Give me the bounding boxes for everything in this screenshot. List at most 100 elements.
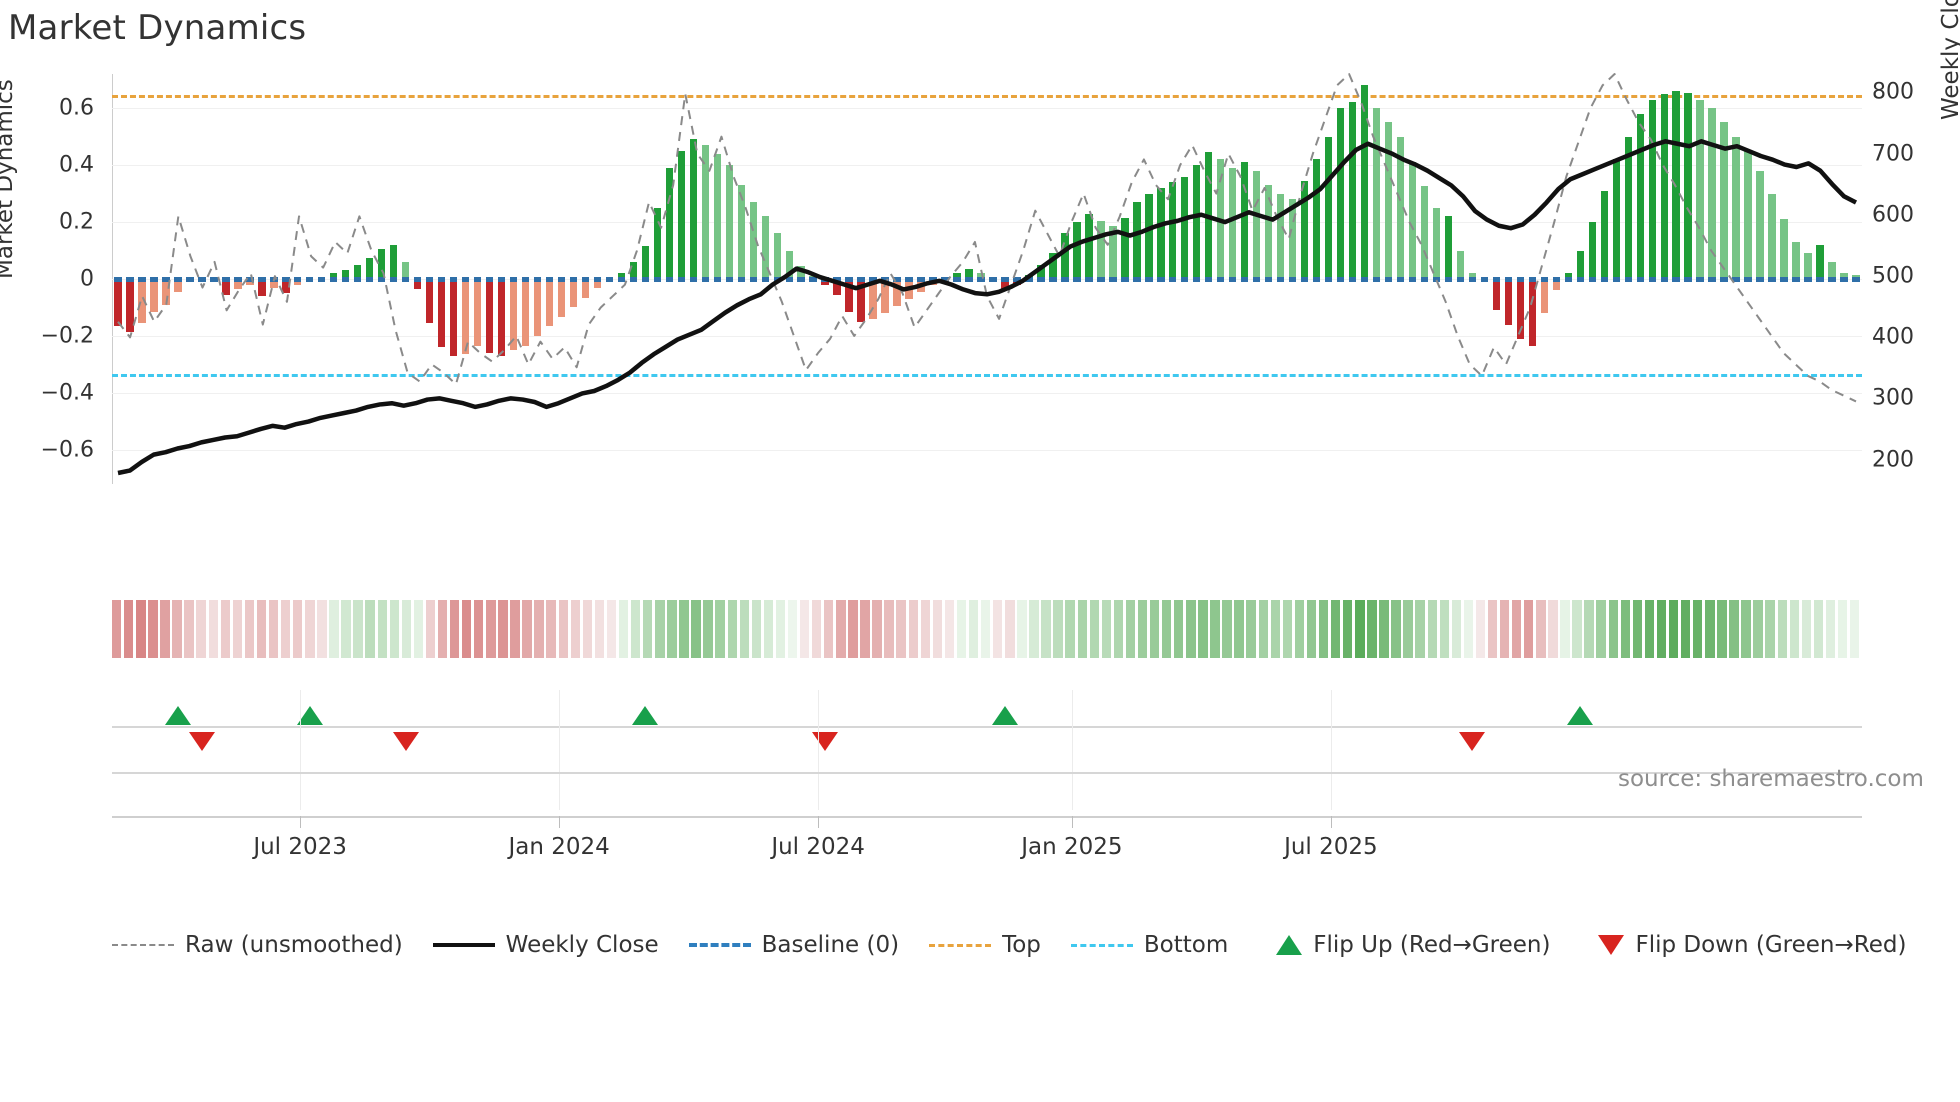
heatmap-cell [558, 600, 568, 658]
heatmap-cell [160, 600, 170, 658]
dynamics-bar [234, 279, 242, 289]
legend-item-2[interactable]: Baseline (0) [688, 920, 899, 970]
baseline-zero-marker [330, 276, 338, 282]
heatmap-cell [1475, 600, 1486, 658]
baseline-zero-marker [797, 276, 805, 282]
baseline-zero-marker [1480, 276, 1489, 282]
dynamics-bar [1181, 176, 1189, 279]
heatmap-cell [570, 600, 581, 658]
dynamics-bar [162, 279, 170, 305]
baseline-zero-marker [1456, 276, 1465, 282]
heatmap-cell [1149, 600, 1160, 658]
dynamics-bar [725, 165, 733, 279]
x-gridline [1071, 690, 1073, 810]
legend-item-0[interactable]: Raw (unsmoothed) [112, 920, 403, 970]
heatmap-cell [510, 600, 520, 658]
heatmap-cell [389, 600, 399, 658]
dynamics-bar [449, 279, 458, 356]
flip-down-marker [812, 732, 839, 751]
legend-item-6[interactable]: Flip Down (Green→Red) [1580, 920, 1906, 970]
heatmap-cell [715, 600, 725, 658]
baseline-zero-marker [557, 276, 566, 282]
baseline-zero-marker [893, 276, 901, 282]
heatmap-cell [860, 600, 870, 658]
dynamics-bar [294, 279, 302, 285]
legend-item-5[interactable]: Flip Up (Red→Green) [1258, 920, 1550, 970]
baseline-zero-marker [1432, 276, 1441, 282]
dynamics-bar [377, 249, 386, 279]
baseline-zero-marker [869, 276, 877, 282]
gridline [112, 335, 1862, 337]
heatmap-cell [618, 600, 629, 658]
y-tick-label-left: 0.6 [59, 95, 94, 121]
baseline-zero-marker [713, 276, 721, 282]
dynamics-bar [1336, 108, 1345, 279]
baseline-zero-marker [533, 276, 542, 282]
dynamics-bar [1324, 136, 1333, 279]
dynamics-bar [1708, 108, 1716, 279]
dynamics-bar [1636, 113, 1644, 279]
dynamics-bar [1456, 250, 1465, 279]
heatmap-cell [1439, 600, 1449, 658]
baseline-zero-marker [1097, 276, 1105, 282]
flip-axis-line [112, 726, 1862, 728]
dynamics-bar [365, 257, 374, 279]
heatmap-cell [474, 600, 484, 658]
legend-item-4[interactable]: Bottom [1070, 920, 1229, 970]
baseline-zero-marker [1157, 276, 1165, 282]
baseline-zero-marker [1528, 276, 1537, 282]
heatmap-cell [908, 600, 918, 658]
dynamics-bar [965, 269, 973, 279]
heatmap-cell [1017, 600, 1027, 658]
heatmap-cell [1801, 600, 1812, 658]
baseline-zero-marker [1552, 276, 1561, 282]
legend-item-3[interactable]: Top [929, 920, 1041, 970]
heatmap-cell [498, 600, 508, 658]
dynamics-bar [1085, 213, 1093, 279]
heatmap-cell [606, 600, 617, 658]
dynamics-bar [1432, 207, 1441, 279]
baseline-zero-marker [1288, 276, 1297, 282]
heatmap-cell [1668, 600, 1679, 658]
dynamics-bar [773, 233, 781, 279]
y-tick-label-right: 400 [1872, 324, 1914, 350]
baseline-zero-marker [725, 276, 733, 282]
heatmap-cell [1524, 600, 1534, 658]
y-tick-label-left: −0.6 [40, 437, 94, 463]
baseline-zero-marker [1181, 276, 1189, 282]
legend-line-swatch [432, 943, 495, 947]
legend-item-1[interactable]: Weekly Close [432, 920, 659, 970]
dynamics-bar [569, 279, 578, 308]
dynamics-bar [521, 279, 530, 346]
heatmap-cell [1608, 600, 1618, 658]
dynamics-bar [857, 279, 865, 322]
heatmap-cell [1270, 600, 1281, 658]
heatmap-cell [1029, 600, 1039, 658]
heatmap-cell [872, 600, 882, 658]
heatmap-cell [1089, 600, 1099, 658]
heatmap-cell [136, 600, 146, 658]
baseline-zero-marker [1037, 276, 1045, 282]
dynamics-bar [1540, 279, 1549, 314]
legend-item-label: Bottom [1143, 932, 1229, 958]
baseline-zero-marker [1816, 276, 1824, 282]
dynamics-bar [1049, 253, 1057, 279]
baseline-zero-marker [917, 276, 925, 282]
baseline-zero-marker [198, 276, 206, 282]
heatmap-cell [920, 600, 931, 658]
baseline-zero-marker [1564, 276, 1573, 282]
heatmap-cell [546, 600, 556, 658]
baseline-zero-marker [1264, 276, 1273, 282]
lower-rule-1 [112, 772, 1862, 774]
gridline [112, 165, 1862, 167]
y-tick-label-right: 600 [1872, 202, 1914, 228]
dynamics-bar [509, 279, 518, 351]
regime-heatmap-strip [112, 600, 1862, 658]
baseline-zero-marker [1121, 276, 1129, 282]
dynamics-bar [1145, 193, 1153, 279]
heatmap-cell [293, 600, 303, 658]
baseline-zero-marker [1684, 276, 1692, 282]
dynamics-bar [485, 279, 494, 354]
dynamics-bar [1828, 261, 1836, 279]
baseline-zero-marker [617, 276, 626, 282]
